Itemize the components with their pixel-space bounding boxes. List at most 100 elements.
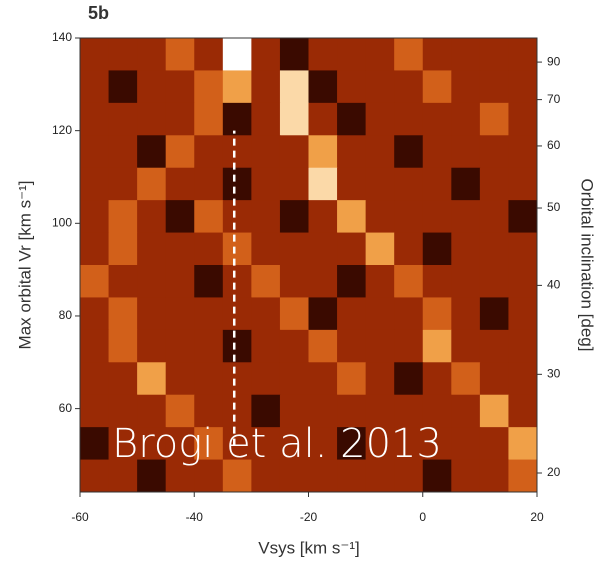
heat-cell: [365, 394, 395, 428]
heat-cell: [394, 362, 424, 396]
heat-cell: [137, 167, 167, 201]
x-tick-label: -20: [300, 510, 318, 524]
heat-cell: [80, 200, 110, 234]
heat-cell: [337, 102, 367, 136]
heat-cell: [279, 167, 309, 201]
heat-cell: [451, 200, 481, 234]
heat-cell: [479, 38, 509, 71]
heat-cell: [137, 362, 167, 396]
x-tick-label: -40: [186, 510, 204, 524]
heat-cell: [422, 167, 452, 201]
y-tick-label: 80: [59, 308, 73, 322]
heat-cell: [365, 362, 395, 396]
heat-cell: [451, 459, 481, 493]
heat-cell: [308, 297, 338, 331]
heat-cell: [308, 200, 338, 234]
heat-cell: [108, 200, 138, 234]
heat-cell: [108, 265, 138, 298]
heat-cell: [279, 459, 309, 493]
heat-cell: [508, 329, 538, 363]
heat-cell: [108, 329, 138, 363]
heat-cell: [222, 394, 252, 428]
heat-cell: [394, 459, 424, 493]
heat-cell: [451, 265, 481, 298]
heat-cell: [194, 459, 224, 493]
heat-cell: [422, 200, 452, 234]
heat-cell: [479, 394, 509, 428]
heat-cell: [137, 427, 167, 461]
y-tick-label: 60: [59, 401, 73, 415]
heat-cell: [308, 427, 338, 461]
heat-cell: [451, 167, 481, 201]
heat-cell: [165, 427, 195, 461]
heat-cell: [308, 394, 338, 428]
heat-cell: [451, 427, 481, 461]
heat-cell: [308, 135, 338, 169]
heat-cell: [508, 232, 538, 266]
heat-cell: [508, 70, 538, 104]
heat-cell: [279, 38, 309, 71]
heat-cell: [422, 135, 452, 169]
heat-cell: [279, 232, 309, 266]
heat-cell: [308, 167, 338, 201]
heat-cell: [251, 329, 281, 363]
heat-cell: [422, 70, 452, 104]
heat-cell: [451, 135, 481, 169]
heat-cell: [222, 102, 252, 136]
heat-cell: [337, 135, 367, 169]
heat-cell: [365, 135, 395, 169]
heat-cell: [479, 265, 509, 298]
heat-cell: [137, 265, 167, 298]
heat-cell: [194, 70, 224, 104]
heat-cell: [394, 329, 424, 363]
heat-cell: [451, 38, 481, 71]
heat-cell: [365, 459, 395, 493]
heat-cell: [137, 232, 167, 266]
heat-cell: [279, 427, 309, 461]
heat-cell: [508, 459, 538, 493]
heat-cell: [451, 329, 481, 363]
heat-cell: [194, 38, 224, 71]
heat-cell: [422, 459, 452, 493]
heat-cell: [337, 297, 367, 331]
heat-cell: [194, 135, 224, 169]
heat-cell: [108, 232, 138, 266]
heat-cell: [394, 167, 424, 201]
heat-cell: [165, 167, 195, 201]
heat-cell: [479, 459, 509, 493]
heat-cell: [394, 232, 424, 266]
heat-cell: [165, 232, 195, 266]
heat-cell: [508, 265, 538, 298]
heat-cell: [279, 394, 309, 428]
y2-tick-label: 30: [547, 367, 561, 381]
heat-cell: [222, 200, 252, 234]
heat-cell: [451, 232, 481, 266]
heat-cell: [194, 232, 224, 266]
heat-cell: [279, 102, 309, 136]
y2-tick-label: 20: [547, 465, 561, 479]
heat-cell: [337, 232, 367, 266]
heat-cell: [365, 102, 395, 136]
heat-cell: [222, 329, 252, 363]
heat-cell: [337, 459, 367, 493]
heat-cell: [508, 135, 538, 169]
heat-cell: [165, 459, 195, 493]
heat-cell: [308, 232, 338, 266]
heat-cell: [108, 362, 138, 396]
heat-cell: [508, 394, 538, 428]
heat-cell: [422, 265, 452, 298]
heat-cell: [108, 135, 138, 169]
heat-cell: [194, 329, 224, 363]
heat-cell: [508, 427, 538, 461]
heat-cell: [165, 394, 195, 428]
heat-cell: [165, 329, 195, 363]
heat-cell: [308, 38, 338, 71]
heat-cell: [80, 427, 110, 461]
heat-cell: [337, 427, 367, 461]
heat-cell: [251, 167, 281, 201]
heat-cell: [108, 459, 138, 493]
heat-cell: [80, 459, 110, 493]
heat-cell: [80, 394, 110, 428]
y2-tick-label: 70: [547, 92, 561, 106]
heat-cell: [137, 70, 167, 104]
